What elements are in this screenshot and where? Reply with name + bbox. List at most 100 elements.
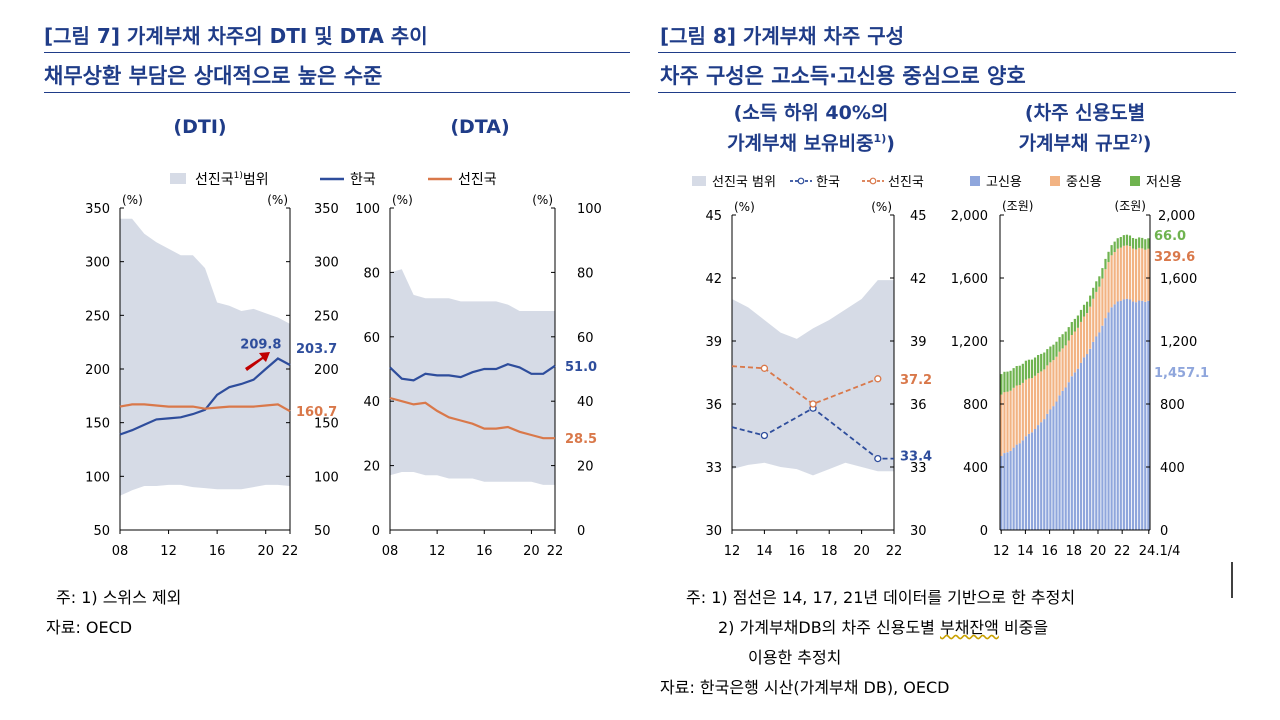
credit-bar-high	[1015, 444, 1018, 530]
credit-bar-low	[1110, 245, 1113, 256]
credit-bar-mid	[1086, 313, 1089, 355]
legend8-range-label: 선진국 범위	[712, 175, 776, 190]
credit-high-end-label: 1,457.1	[1154, 366, 1209, 381]
credit-bar-low	[1141, 237, 1144, 249]
credit-bar-low	[1018, 365, 1021, 385]
dta-xtick-label: 16	[476, 544, 493, 559]
credit-bar-mid	[1098, 286, 1101, 333]
credit-bar-mid	[1141, 248, 1144, 301]
credit-bar-low	[1021, 363, 1024, 383]
dta-line-korea	[389, 363, 556, 382]
credit-bar-high	[1046, 413, 1049, 530]
credit-bar-high	[1147, 300, 1150, 530]
credit-bar-low	[1107, 251, 1110, 263]
credit-mid-end-label: 329.6	[1154, 250, 1195, 265]
credit-bar-low	[1076, 315, 1080, 328]
low_income_share-xtick-label: 14	[756, 544, 773, 559]
share-panel-title: (소득 하위 40%의 가계부채 보유비중1))	[686, 100, 936, 156]
dti-xtick-label: 22	[282, 544, 299, 559]
low_income_share-ytick-label-left: 30	[705, 524, 722, 539]
size-title-line2: 가계부채 규모	[1018, 132, 1131, 155]
credit-bar-low	[1012, 368, 1015, 388]
credit-bar-high	[1030, 432, 1034, 530]
share-title-close: )	[886, 132, 895, 155]
credit-xtick-label: 16	[1041, 544, 1058, 559]
credit-ytick-label-right: 400	[1160, 461, 1185, 476]
credit-bar-high	[1095, 336, 1098, 530]
dta-ytick-label-left: 100	[355, 202, 380, 217]
credit-bar-high	[1067, 382, 1070, 530]
dti-ytick-label-right: 100	[314, 470, 339, 485]
dta-ytick-label-right: 40	[577, 395, 594, 410]
share-title-line2: 가계부채 보유비중	[727, 132, 874, 155]
credit-ytick-label-right: 800	[1160, 398, 1185, 413]
dti-xtick-label: 16	[209, 544, 226, 559]
credit-bar-mid	[1073, 331, 1076, 373]
credit-bar-mid	[1046, 365, 1049, 414]
fig8-note2: 2) 가계부채DB의 차주 신용도별 부채잔액 비중을	[718, 614, 1048, 638]
credit-bar-mid	[1015, 385, 1018, 445]
credit-bar-mid	[1033, 375, 1037, 429]
dta-ytick-label-left: 0	[372, 524, 380, 539]
credit-bar-low	[1098, 276, 1101, 287]
size-title-sup: 2)	[1130, 132, 1143, 145]
dta-xtick-label: 20	[523, 544, 540, 559]
credit-bar-low	[1116, 238, 1119, 249]
legend8-range-swatch	[692, 176, 706, 186]
dti-range-band	[120, 218, 290, 496]
credit-bar-low	[1134, 238, 1138, 250]
dta-ytick-label-left: 20	[363, 460, 380, 475]
credit-ytick-label-right: 1,600	[1160, 272, 1197, 287]
credit-bar-mid	[1122, 245, 1125, 300]
legend8-adv-label: 선진국	[888, 175, 924, 190]
share-line-advanced	[731, 365, 879, 406]
credit-bar-high	[1122, 299, 1125, 530]
credit-bar-low	[1131, 238, 1135, 249]
credit-bar-high	[1009, 450, 1012, 530]
low_income_share-xtick-label: 12	[724, 544, 741, 559]
dti-ytick-label-left: 100	[85, 470, 110, 485]
credit-bar-low	[1055, 341, 1058, 357]
credit-bar-low	[1006, 371, 1009, 392]
credit-bar-mid	[1003, 392, 1006, 453]
credit-bar-low	[1122, 235, 1125, 246]
credit-bar-high	[1021, 440, 1024, 530]
credit-bar-high	[1052, 406, 1055, 530]
credit-bar-low	[1049, 346, 1052, 363]
credit-bar-high	[1092, 341, 1095, 530]
credit-bar-high	[1049, 409, 1052, 530]
credit-bar-low	[1061, 334, 1064, 349]
credit-bar-mid	[1089, 306, 1092, 349]
credit-unit-left: (조원)	[1002, 199, 1033, 213]
share-title-sup: 1)	[873, 132, 887, 145]
credit-bar-mid	[1058, 351, 1061, 396]
dti-ytick-label-left: 300	[85, 256, 110, 271]
dti-ytick-label-left: 250	[85, 309, 110, 324]
credit-bar-mid	[1021, 382, 1024, 441]
legend8-mid-swatch	[1050, 176, 1060, 186]
dti-korea-end-label: 203.7	[296, 342, 337, 357]
credit-ytick-label-left: 800	[963, 398, 988, 413]
credit-bar-low	[1092, 287, 1095, 299]
low_income_share-unit-left: (%)	[734, 200, 755, 214]
credit-bar-low	[1125, 234, 1129, 246]
credit-bar-low	[1037, 355, 1040, 374]
low_income_share-xtick-label: 20	[853, 544, 870, 559]
credit-bar-mid	[1128, 246, 1132, 300]
credit-bar-low	[1027, 359, 1031, 379]
legend8-korea-label: 한국	[816, 175, 840, 190]
credit-bar-high	[1079, 362, 1083, 530]
legend-adv-label: 선진국	[458, 172, 497, 188]
credit-ytick-label-left: 400	[963, 461, 988, 476]
dta-unit-right: (%)	[532, 193, 553, 207]
credit-bar-low	[1070, 322, 1073, 335]
dti-ytick-label-left: 50	[93, 524, 110, 539]
credit-bar-mid	[1116, 248, 1119, 302]
dti-peak-label: 209.8	[240, 337, 281, 352]
credit-bar-low	[1015, 366, 1018, 386]
dta-adv-end-label: 28.5	[565, 432, 597, 447]
dti-xtick-label: 08	[112, 544, 129, 559]
credit-bar-high	[1061, 390, 1064, 530]
legend8-low-swatch	[1130, 176, 1140, 186]
legend8-mid-label: 중신용	[1066, 175, 1102, 190]
